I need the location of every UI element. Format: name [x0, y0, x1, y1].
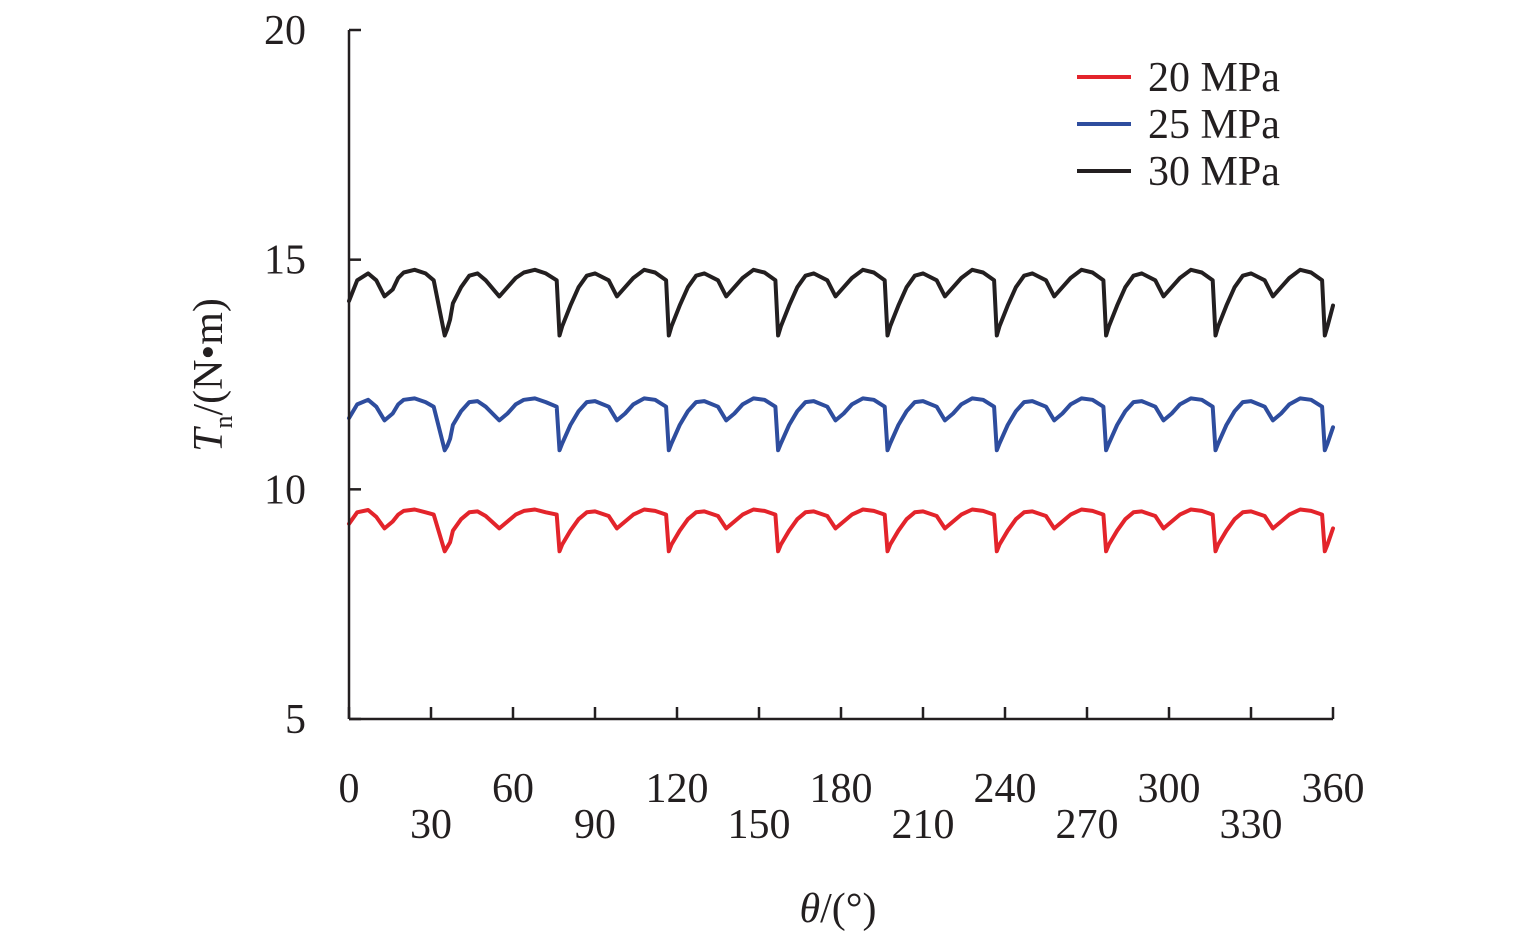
y-tick-label: 5: [285, 697, 306, 743]
x-tick-label: 30: [410, 802, 452, 848]
series-layer: [347, 267, 1335, 554]
legend-label: 25 MPa: [1148, 102, 1280, 148]
legend-item: 25 MPa: [1077, 102, 1280, 148]
series-line-30-mpa: [347, 267, 1335, 338]
x-axis-symbol: θ: [799, 886, 820, 932]
x-tick-label: 180: [810, 766, 873, 812]
x-tick-label: 0: [339, 766, 360, 812]
x-tick-label: 270: [1056, 802, 1119, 848]
x-tick-label: 240: [974, 766, 1037, 812]
x-axis-unit: /(°): [820, 886, 876, 932]
x-axis-title: θ/(°): [799, 886, 876, 932]
y-axis-symbol: T: [186, 426, 232, 452]
y-tick-label: 10: [264, 467, 306, 513]
ticks: 5 10 15 20 0 30 60 90 120 150 180 210 240 270 300 330 36…: [264, 8, 1365, 848]
y-axis-unit: /(N•m): [186, 298, 232, 415]
x-tick-label: 210: [892, 802, 955, 848]
legend-label: 20 MPa: [1148, 55, 1280, 101]
y-tick-label: 15: [264, 238, 306, 284]
x-tick-label: 330: [1220, 802, 1283, 848]
x-tick-label: 120: [646, 766, 709, 812]
y-tick-label: 20: [264, 8, 306, 54]
series-line-20-mpa: [347, 507, 1335, 554]
y-axis-subscript: n: [209, 416, 238, 429]
x-tick-label: 150: [728, 802, 791, 848]
x-tick-label: 360: [1302, 766, 1365, 812]
x-tick-label: 60: [492, 766, 534, 812]
x-tick-label: 90: [574, 802, 616, 848]
legend-item: 30 MPa: [1077, 149, 1280, 195]
y-axis-title: Tn/(N•m): [186, 298, 238, 452]
legend-label: 30 MPa: [1148, 149, 1280, 195]
legend-item: 20 MPa: [1077, 55, 1280, 101]
series-line-25-mpa: [347, 396, 1335, 453]
x-tick-label: 300: [1138, 766, 1201, 812]
